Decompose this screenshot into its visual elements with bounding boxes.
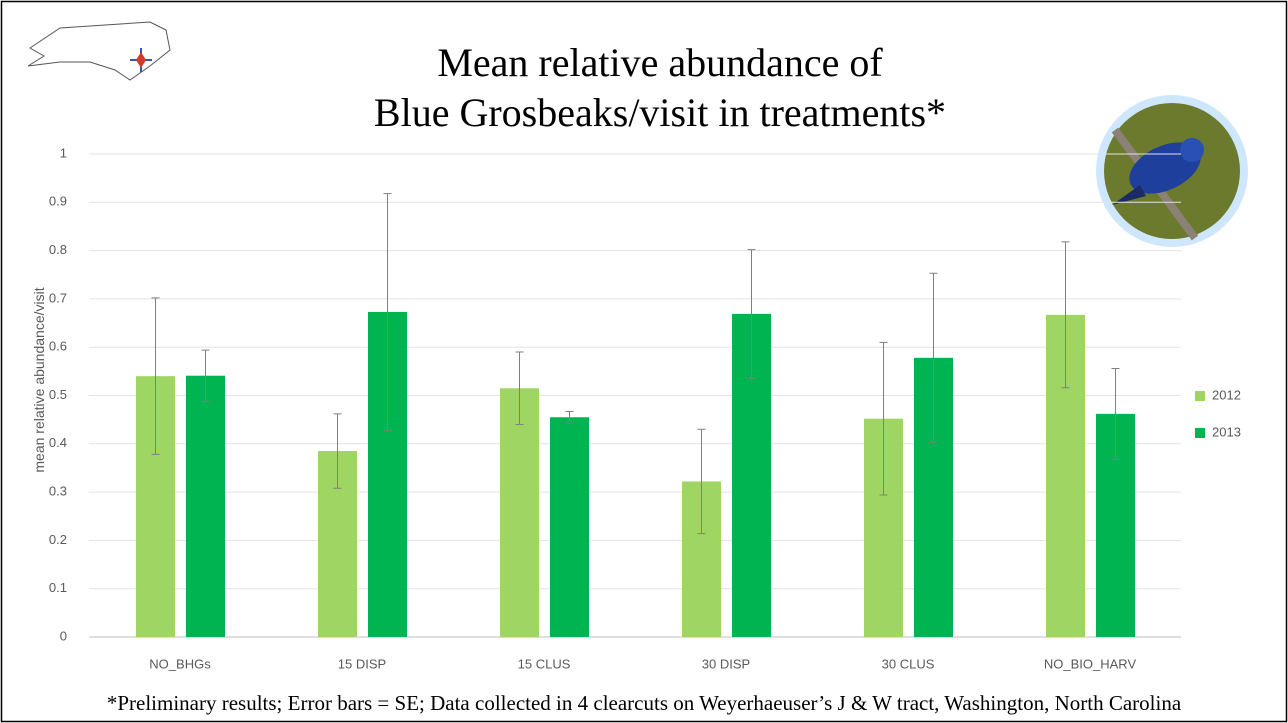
error-bar — [151, 297, 160, 455]
y-tick-label: 0.6 — [49, 339, 67, 354]
x-tick-label: NO_BHGs — [149, 656, 211, 671]
error-bar — [565, 410, 574, 424]
error-bar — [1061, 241, 1070, 389]
x-tick-label: 30 DISP — [702, 656, 750, 671]
x-tick-label: 15 CLUS — [518, 656, 571, 671]
x-tick-label: NO_BIO_HARV — [1044, 656, 1137, 671]
error-bar — [383, 193, 392, 431]
bar — [500, 388, 539, 637]
bar — [186, 375, 225, 637]
error-bar — [515, 351, 524, 425]
y-tick-label: 1 — [60, 145, 67, 160]
bird-photo — [1096, 95, 1248, 247]
bar — [550, 417, 589, 637]
y-tick-label: 0.4 — [49, 435, 67, 450]
y-tick-label: 0 — [60, 628, 67, 643]
x-tick-label: 30 CLUS — [882, 656, 935, 671]
chart-title: Mean relative abundance of — [437, 40, 883, 85]
y-tick-label: 0.3 — [49, 484, 67, 499]
error-bar — [1111, 367, 1120, 460]
y-tick-label: 0.9 — [49, 194, 67, 209]
y-axis-label: mean relative abundance/visit — [31, 287, 47, 472]
y-tick-label: 0.8 — [49, 242, 67, 257]
footnote: *Preliminary results; Error bars = SE; D… — [107, 691, 1182, 715]
y-tick-label: 0.7 — [49, 290, 67, 305]
y-tick-label: 0.1 — [49, 580, 67, 595]
error-bar — [697, 428, 706, 535]
error-bar — [747, 249, 756, 379]
state-map — [27, 21, 171, 81]
y-tick-label: 0.5 — [49, 387, 67, 402]
legend-swatch — [1195, 391, 1205, 401]
error-bar — [879, 341, 888, 496]
error-bar — [201, 349, 210, 402]
legend-swatch — [1195, 428, 1205, 438]
chart-title: Blue Grosbeaks/visit in treatments* — [374, 90, 946, 135]
error-bar — [929, 272, 938, 443]
x-tick-label: 15 DISP — [338, 656, 386, 671]
y-tick-label: 0.2 — [49, 532, 67, 547]
legend-label: 2013 — [1212, 424, 1241, 439]
error-bar — [333, 413, 342, 489]
legend-label: 2012 — [1212, 387, 1241, 402]
